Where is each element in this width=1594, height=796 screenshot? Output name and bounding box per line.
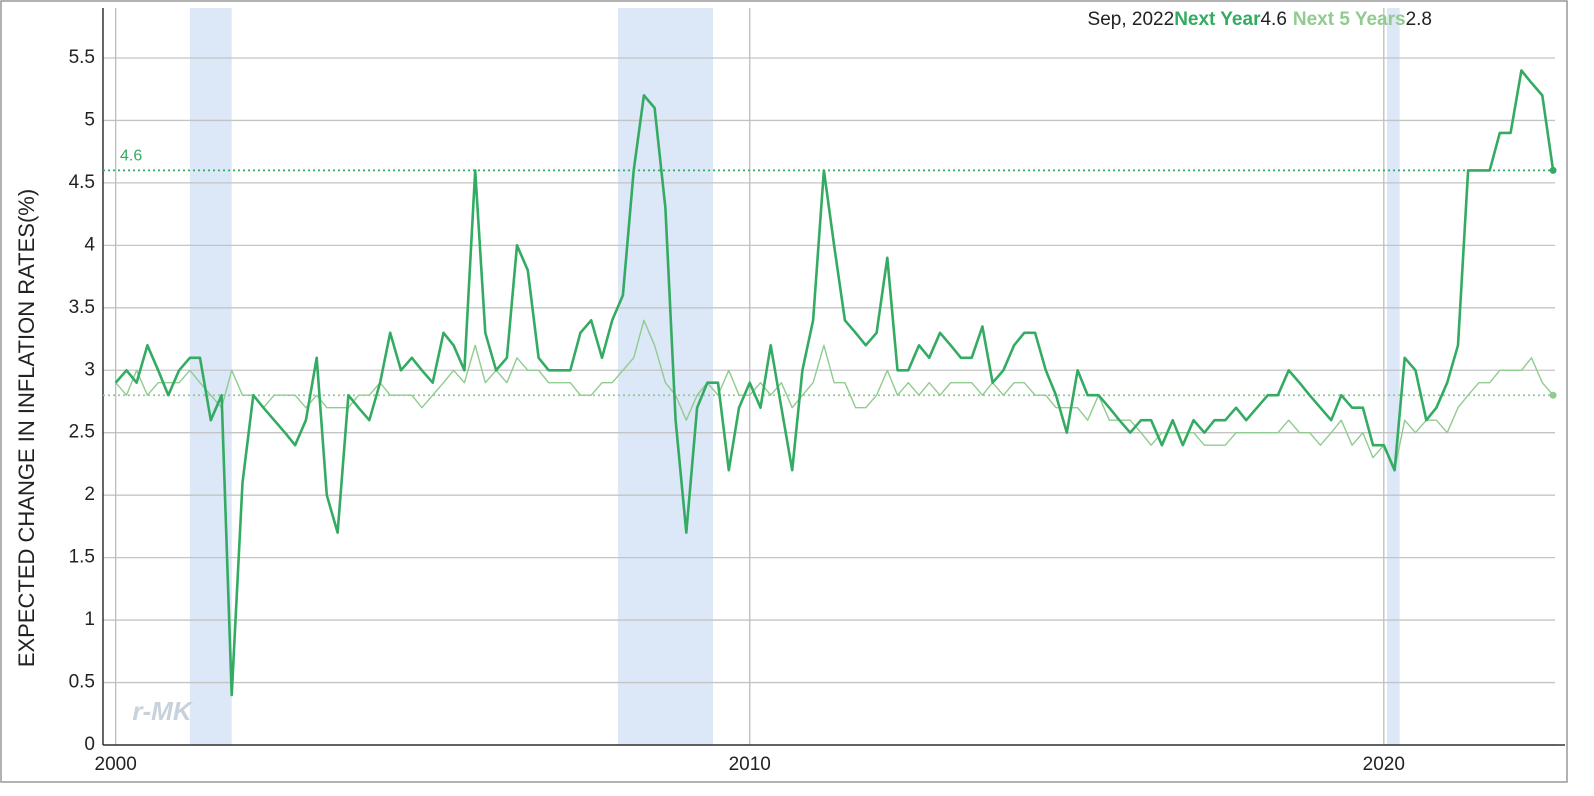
readout-date: Sep, 2022 [1088,9,1175,30]
lines [103,69,1557,697]
readout: Sep, 2022Next Year4.6 Next 5 Years2.8 [1088,9,1432,30]
readout-value: 4.6 [1260,9,1286,30]
recession-band [1386,8,1400,745]
series-line [114,69,1555,697]
latest-value-label: 4.6 [120,148,142,165]
y-tick-label: 2.5 [69,422,95,443]
y-tick-label: 3.5 [69,297,95,318]
x-tick-label: 2020 [1363,754,1405,775]
y-tick-label: 4 [84,234,95,255]
y-tick-label: 1 [84,609,95,630]
recession-band [189,8,232,745]
y-tick-label: 0 [84,734,95,755]
y-tick-label: 3 [84,359,95,380]
x-tick-label: 2010 [729,754,771,775]
frame [0,0,1568,783]
readout-series-name: Next 5 Years [1293,9,1406,30]
x-tick-label: 2000 [95,754,137,775]
readout-value: 2.8 [1406,9,1432,30]
y-tick-label: 0.5 [69,672,95,693]
recession-band [617,8,713,745]
y-tick-label: 5.5 [69,47,95,68]
labels: 0 0.5 1 1.5 2 2.5 3 3.5 4 4.5 5 5.5 2000 2010 2020 4.6 [69,47,1405,775]
end-point [1549,166,1557,174]
y-tick-label: 1.5 [69,547,95,568]
series-line [115,319,1554,471]
readout-series-name: Next Year [1174,9,1261,30]
end-point [1549,391,1557,399]
watermark: r-MK [132,696,193,726]
y-tick-label: 5 [84,109,95,130]
y-axis-title: EXPECTED CHANGE IN INFLATION RATES(%) [14,189,39,667]
y-tick-label: 2 [84,484,95,505]
y-tick-label: 4.5 [69,172,95,193]
bands [189,8,1400,745]
